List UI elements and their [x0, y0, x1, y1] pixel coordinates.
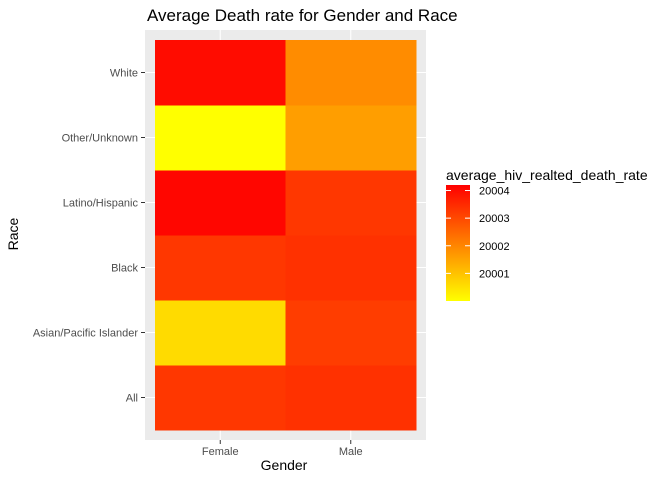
legend-colorbar [446, 185, 470, 301]
y-tick-label: Asian/Pacific Islander [33, 328, 138, 340]
legend-tick-label: 20003 [479, 213, 510, 225]
x-tick-label: Female [202, 446, 239, 458]
legend-tick-label: 20002 [479, 241, 510, 253]
y-axis-ticks: All Asian/Pacific Islander Black Latino/His… [33, 68, 145, 405]
y-tick-label: Other/Unknown [62, 133, 138, 145]
legend-ticks: 20001 20002 20003 20004 [446, 186, 510, 280]
heatmap-cell-female-4 [155, 105, 286, 171]
legend: average_hiv_realted_death_rate 200012000… [446, 167, 648, 301]
heatmap-cell-female-3 [155, 170, 286, 236]
heatmap-cell-female-1 [155, 300, 286, 366]
legend-tick-label: 20001 [479, 268, 510, 280]
heatmap-cell-male-2 [285, 235, 417, 301]
legend-title: average_hiv_realted_death_rate [446, 167, 648, 183]
x-axis-ticks: Female Male [202, 440, 363, 458]
heatmap-cell-male-1 [285, 300, 417, 366]
y-tick-label: Latino/Hispanic [63, 198, 139, 210]
y-tick-label: Black [111, 263, 138, 275]
heatmap-cells [155, 40, 417, 431]
chart-title: Average Death rate for Gender and Race [147, 6, 458, 25]
heatmap-cell-male-3 [285, 170, 417, 236]
y-tick-label: All [126, 393, 138, 405]
legend-tick-label: 20004 [479, 186, 510, 198]
heatmap-cell-female-2 [155, 235, 286, 301]
heatmap-cell-female-0 [155, 365, 286, 431]
heatmap-cell-male-5 [285, 40, 417, 106]
heatmap-cell-male-4 [285, 105, 417, 171]
heatmap-cell-female-5 [155, 40, 286, 106]
y-axis-title: Race [5, 217, 21, 250]
y-tick-label: White [110, 68, 138, 80]
heatmap-cell-male-0 [285, 365, 417, 431]
x-axis-title: Gender [261, 457, 308, 473]
x-tick-label: Male [339, 446, 363, 458]
